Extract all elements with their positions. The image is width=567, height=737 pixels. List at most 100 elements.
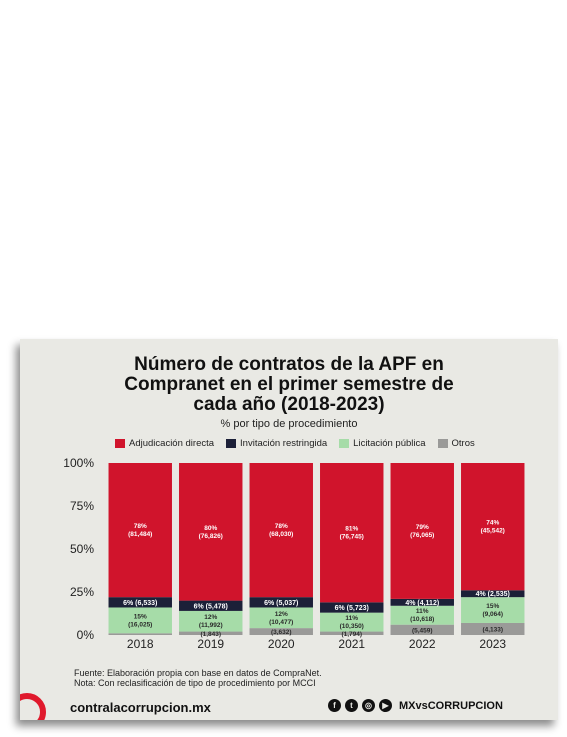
- legend-swatch: [339, 439, 350, 448]
- data-label-count: (81,484): [128, 531, 152, 538]
- data-label: 6% (5,037): [264, 600, 298, 607]
- data-label-count: (11,992): [199, 622, 223, 629]
- bar-segment: [108, 597, 172, 608]
- bar-segment: [249, 628, 313, 635]
- data-label: 12%: [204, 614, 217, 621]
- data-label: 6% (5,723): [335, 605, 369, 612]
- x-tick-label: 2021: [338, 637, 365, 651]
- y-tick-label: 25%: [70, 585, 94, 599]
- bar-segment: [390, 605, 454, 625]
- data-label-count: (76,826): [199, 533, 223, 540]
- footnote-source: Fuente: Elaboración propia con base en d…: [74, 668, 322, 678]
- bar-segment: [108, 633, 172, 635]
- bar-segment: [320, 631, 384, 635]
- footnote: Fuente: Elaboración propia con base en d…: [74, 668, 322, 688]
- data-label-count: (4,133): [482, 626, 503, 633]
- data-label-count: (1,794): [341, 631, 362, 638]
- chart-legend: Adjudicación directa Invitación restring…: [115, 438, 475, 449]
- title-line-2: Compranet en el primer semestre de: [124, 374, 454, 395]
- chart-title: Número de contratos de la APF en Compran…: [20, 355, 558, 415]
- data-label: 4% (2,535): [476, 591, 510, 598]
- bar-segment: [249, 607, 313, 629]
- data-label: 74%: [486, 520, 499, 527]
- bar-segment: [390, 463, 454, 599]
- y-tick-label: 75%: [70, 499, 94, 513]
- data-label-count: (5,459): [412, 627, 433, 634]
- title-line-1: Número de contratos de la APF en: [134, 354, 444, 375]
- data-label: 15%: [486, 603, 499, 610]
- title-line-3: cada año (2018-2023): [193, 394, 385, 415]
- x-tick-label: 2019: [197, 637, 224, 651]
- data-label-count: (10,477): [269, 619, 293, 626]
- bar-segment: [390, 624, 454, 635]
- legend-label: Otros: [451, 438, 475, 449]
- data-label: 11%: [416, 608, 429, 615]
- data-label: 6% (6,533): [123, 600, 157, 607]
- y-tick-label: 50%: [70, 542, 94, 556]
- data-label-count: (9,064): [482, 611, 503, 618]
- chart-subtitle: % por tipo de procedimiento: [220, 418, 358, 430]
- bar-segment: [179, 600, 243, 611]
- bar-segment: [461, 590, 525, 598]
- bar-segment: [320, 602, 384, 613]
- legend-item-licitacion: Licitación pública: [339, 438, 426, 449]
- x-tick-label: 2020: [268, 637, 295, 651]
- data-label-count: (10,350): [340, 623, 364, 630]
- data-label: 4% (4,112): [405, 600, 439, 607]
- legend-swatch: [226, 439, 237, 448]
- data-label: 79%: [416, 524, 429, 531]
- instagram-icon[interactable]: ◎: [362, 699, 375, 712]
- social-icons: f t ◎ ▶: [328, 699, 392, 712]
- infographic-card: Número de contratos de la APF en Compran…: [20, 339, 558, 720]
- bar-segment: [108, 607, 172, 634]
- data-label-count: (76,745): [340, 534, 364, 541]
- x-tick-label: 2022: [409, 637, 436, 651]
- data-label-count: (68,030): [269, 531, 293, 538]
- stacked-bar-chart: 0%25%50%75%100%15%(16,025)6% (6,533)78%(…: [63, 456, 525, 651]
- data-label: 78%: [275, 523, 288, 530]
- bar-segment: [461, 597, 525, 623]
- data-label-count: (10,618): [410, 616, 434, 623]
- data-label-count: (16,025): [128, 621, 152, 628]
- data-label: 15%: [134, 613, 147, 620]
- bar-segment: [249, 597, 313, 608]
- footer-bar: contralacorrupcion.mx f t ◎ ▶ MXvsCORRUP…: [20, 691, 558, 720]
- data-label: 78%: [134, 523, 147, 530]
- legend-label: Licitación pública: [353, 438, 426, 449]
- data-label: 12%: [275, 611, 288, 618]
- bar-segment: [320, 612, 384, 632]
- data-label: 81%: [345, 526, 358, 533]
- data-label-count: (3,632): [271, 629, 292, 636]
- legend-swatch: [437, 439, 448, 448]
- bar-segment: [390, 598, 454, 606]
- data-label: 11%: [345, 615, 358, 622]
- twitter-icon[interactable]: t: [345, 699, 358, 712]
- bar-segment: [179, 631, 243, 635]
- footnote-note: Nota: Con reclasificación de tipo de pro…: [74, 678, 316, 688]
- bar-segment: [179, 463, 243, 601]
- data-label-count: (45,542): [481, 528, 505, 535]
- legend-label: Adjudicación directa: [129, 438, 215, 449]
- y-tick-label: 100%: [63, 456, 94, 470]
- footer-site-link[interactable]: contralacorrupcion.mx: [70, 700, 211, 715]
- bar-segment: [320, 463, 384, 603]
- facebook-icon[interactable]: f: [328, 699, 341, 712]
- data-label: 80%: [204, 525, 217, 532]
- x-tick-label: 2018: [127, 637, 154, 651]
- legend-item-adjudicacion: Adjudicación directa: [115, 438, 214, 449]
- legend-swatch: [115, 439, 125, 448]
- logo-icon: [20, 693, 46, 720]
- legend-item-invitacion: Invitación restringida: [226, 438, 327, 449]
- data-label-count: (76,065): [410, 532, 434, 539]
- legend-label: Invitación restringida: [240, 438, 328, 449]
- legend-item-otros: Otros: [437, 438, 475, 449]
- footer-handle[interactable]: MXvsCORRUPCION: [399, 700, 503, 712]
- x-tick-label: 2023: [479, 637, 506, 651]
- y-tick-label: 0%: [77, 628, 95, 642]
- data-label-count: (1,843): [200, 631, 221, 638]
- bar-segment: [461, 463, 525, 591]
- youtube-icon[interactable]: ▶: [379, 699, 392, 712]
- data-label: 6% (5,478): [194, 603, 228, 610]
- bar-segment: [108, 463, 172, 598]
- bar-segment: [461, 622, 525, 635]
